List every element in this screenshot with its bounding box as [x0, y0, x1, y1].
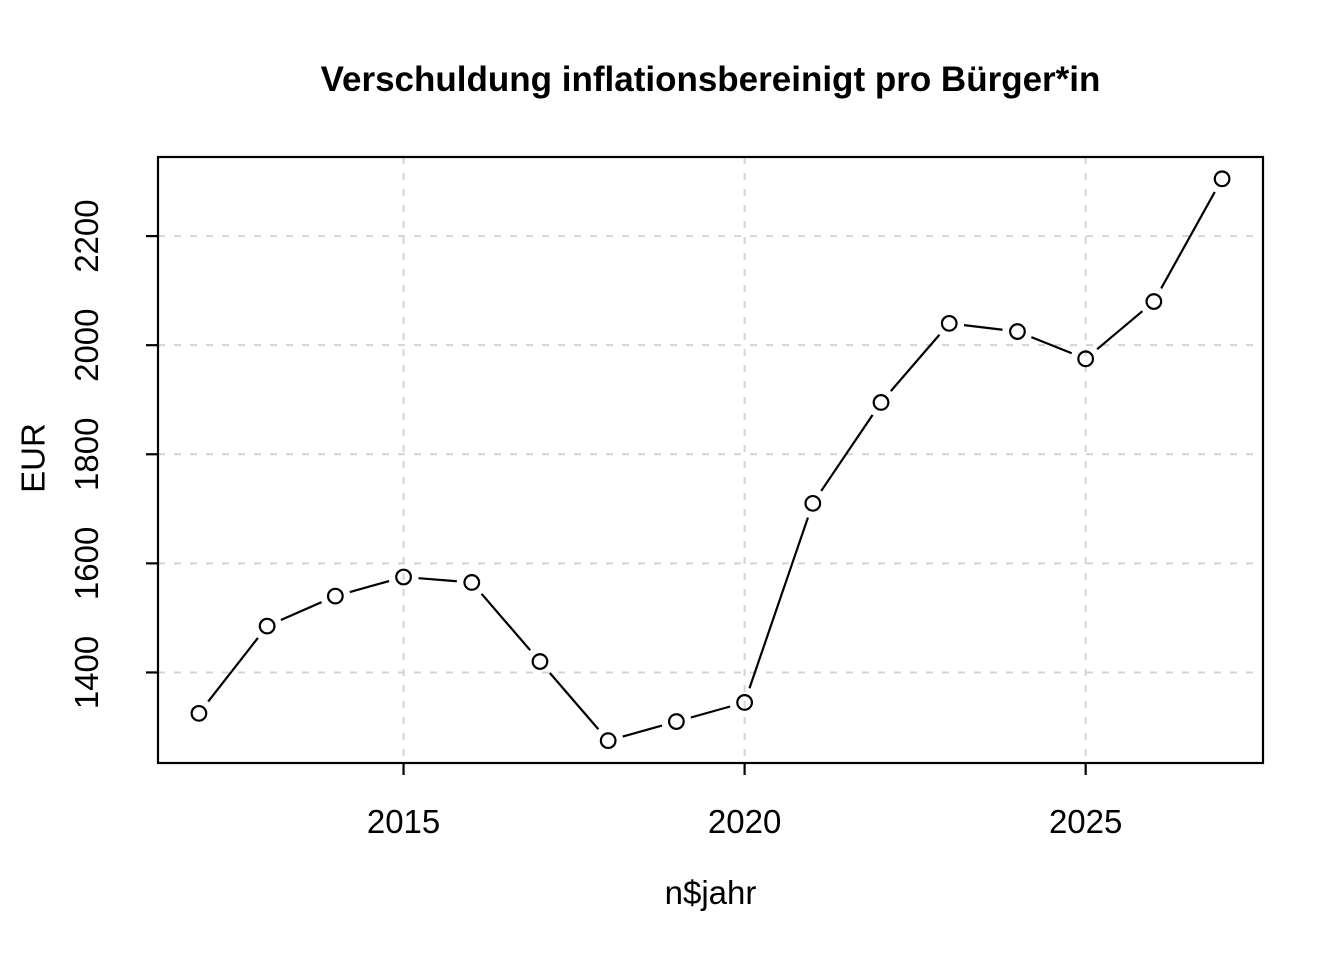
data-point-marker [326, 587, 344, 605]
data-point-marker [531, 653, 549, 670]
y-tick-label: 1800 [68, 418, 105, 491]
data-point-marker [258, 617, 276, 635]
y-tick-label: 2000 [68, 308, 105, 381]
chart-title: Verschuldung inflationsbereinigt pro Bür… [320, 60, 1101, 99]
line-segment [548, 672, 600, 730]
data-point-marker [1213, 170, 1231, 188]
data-point-marker [1145, 293, 1163, 310]
data-point-marker [1009, 323, 1026, 340]
x-axis-label: n$jahr [664, 874, 757, 911]
data-point-marker [736, 694, 754, 711]
line-segment [207, 637, 259, 703]
plot-border [156, 155, 1265, 765]
line-segment [1030, 336, 1073, 355]
data-point-marker [804, 494, 822, 512]
line-segment [480, 593, 532, 651]
x-tick-label: 2025 [1049, 803, 1122, 840]
data-point-marker [872, 394, 890, 411]
data-point-marker [190, 704, 208, 722]
line-segment [1096, 310, 1144, 351]
line-segment [748, 517, 809, 689]
line-segment [889, 334, 941, 392]
line-segment [418, 577, 457, 583]
x-tick-label: 2020 [708, 803, 781, 840]
y-tick-label: 1400 [68, 636, 105, 709]
line-segment [349, 579, 390, 594]
line-segment [1160, 191, 1216, 289]
data-point-marker [599, 732, 617, 750]
line-segment [280, 601, 323, 622]
y-tick-label: 1600 [68, 527, 105, 600]
line-segment [963, 324, 1003, 331]
line-segment [820, 414, 874, 492]
data-point-marker [667, 713, 685, 730]
line-segment [690, 705, 731, 719]
x-tick-label: 2015 [367, 803, 440, 840]
data-point-marker [1077, 350, 1095, 368]
data-point-marker [940, 314, 958, 332]
data-point-marker [395, 568, 412, 586]
y-tick-label: 2200 [68, 199, 105, 272]
data-point-marker [463, 574, 481, 591]
line-segment [622, 724, 663, 738]
